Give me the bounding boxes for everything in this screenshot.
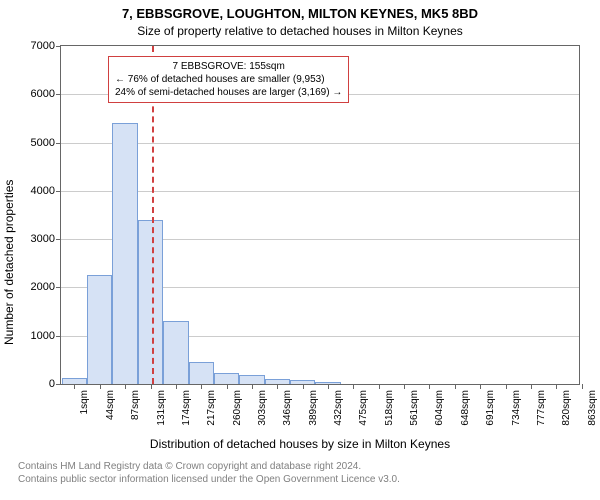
ytick-mark	[56, 239, 61, 240]
xtick-mark	[151, 384, 152, 389]
ytick-mark	[56, 336, 61, 337]
xtick-label: 217sqm	[206, 390, 217, 426]
ytick-label: 2000	[31, 281, 55, 293]
xtick-mark	[582, 384, 583, 389]
footer-line1: Contains HM Land Registry data © Crown c…	[18, 460, 400, 473]
xtick-mark	[556, 384, 557, 389]
xtick-label: 691sqm	[485, 390, 496, 426]
xtick-label: 648sqm	[460, 390, 471, 426]
gridline	[61, 143, 579, 144]
xtick-label: 346sqm	[282, 390, 293, 426]
histogram-bar	[239, 375, 264, 384]
histogram-bar	[138, 220, 163, 384]
xtick-label: 87sqm	[130, 390, 141, 420]
xtick-label: 174sqm	[181, 390, 192, 426]
histogram-bar	[112, 123, 137, 384]
xtick-label: 820sqm	[561, 390, 572, 426]
xtick-mark	[455, 384, 456, 389]
ytick-label: 0	[49, 378, 55, 390]
xtick-label: 1sqm	[79, 390, 90, 414]
xtick-label: 863sqm	[587, 390, 598, 426]
xtick-label: 260sqm	[232, 390, 243, 426]
chart-subtitle: Size of property relative to detached ho…	[0, 24, 600, 38]
xtick-mark	[227, 384, 228, 389]
x-axis-label: Distribution of detached houses by size …	[0, 437, 600, 451]
histogram-bar	[214, 373, 239, 384]
histogram-bar	[189, 362, 214, 384]
ytick-label: 4000	[31, 185, 55, 197]
xtick-mark	[252, 384, 253, 389]
xtick-mark	[328, 384, 329, 389]
annotation-line2: ← 76% of detached houses are smaller (9,…	[115, 73, 342, 86]
ytick-mark	[56, 287, 61, 288]
footer-line2: Contains public sector information licen…	[18, 473, 400, 486]
ytick-label: 6000	[31, 88, 55, 100]
xtick-label: 518sqm	[384, 390, 395, 426]
ytick-label: 1000	[31, 330, 55, 342]
ytick-mark	[56, 191, 61, 192]
xtick-label: 561sqm	[409, 390, 420, 426]
xtick-mark	[201, 384, 202, 389]
xtick-label: 604sqm	[434, 390, 445, 426]
annotation-box: 7 EBBSGROVE: 155sqm ← 76% of detached ho…	[108, 56, 349, 103]
chart-container: 7, EBBSGROVE, LOUGHTON, MILTON KEYNES, M…	[0, 0, 600, 500]
footer-text: Contains HM Land Registry data © Crown c…	[18, 460, 400, 486]
xtick-mark	[100, 384, 101, 389]
annotation-line1: 7 EBBSGROVE: 155sqm	[115, 60, 342, 73]
ytick-label: 5000	[31, 137, 55, 149]
xtick-mark	[303, 384, 304, 389]
ytick-label: 3000	[31, 233, 55, 245]
xtick-mark	[429, 384, 430, 389]
xtick-mark	[379, 384, 380, 389]
xtick-mark	[125, 384, 126, 389]
ytick-label: 7000	[31, 40, 55, 52]
xtick-label: 777sqm	[536, 390, 547, 426]
xtick-label: 475sqm	[358, 390, 369, 426]
plot-area: 01000200030004000500060007000 7 EBBSGROV…	[60, 45, 580, 385]
xtick-mark	[506, 384, 507, 389]
xtick-mark	[353, 384, 354, 389]
ytick-mark	[56, 46, 61, 47]
xtick-mark	[277, 384, 278, 389]
ytick-mark	[56, 384, 61, 385]
xtick-mark	[74, 384, 75, 389]
ytick-mark	[56, 94, 61, 95]
ytick-mark	[56, 143, 61, 144]
xtick-label: 734sqm	[511, 390, 522, 426]
xtick-mark	[531, 384, 532, 389]
xtick-label: 44sqm	[105, 390, 116, 420]
chart-title: 7, EBBSGROVE, LOUGHTON, MILTON KEYNES, M…	[0, 6, 600, 21]
xtick-label: 131sqm	[156, 390, 167, 426]
xtick-label: 303sqm	[257, 390, 268, 426]
annotation-line3: 24% of semi-detached houses are larger (…	[115, 86, 342, 99]
xtick-mark	[404, 384, 405, 389]
histogram-bar	[87, 275, 112, 384]
xtick-mark	[176, 384, 177, 389]
gridline	[61, 191, 579, 192]
xtick-mark	[480, 384, 481, 389]
xtick-label: 389sqm	[308, 390, 319, 426]
y-axis-label: Number of detached properties	[2, 180, 16, 345]
xtick-label: 432sqm	[333, 390, 344, 426]
histogram-bar	[163, 321, 188, 384]
